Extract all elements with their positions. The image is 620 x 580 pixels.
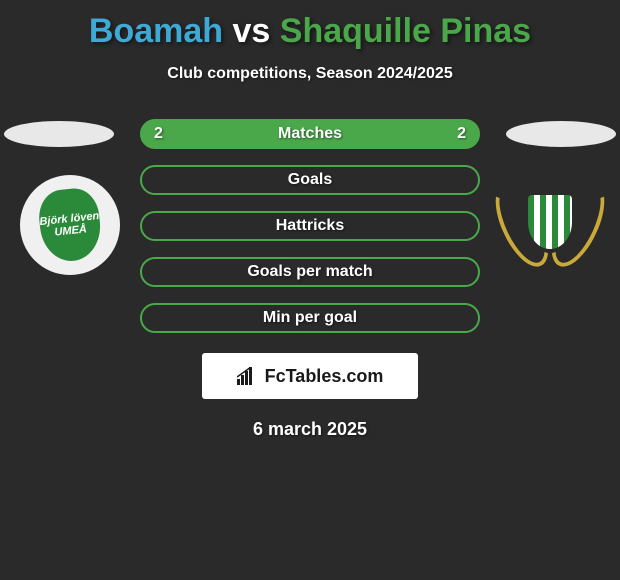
stats-container: 2 Matches 2 Goals Hattricks Goals per ma… — [140, 119, 480, 333]
stat-label: Min per goal — [263, 309, 357, 327]
brand-badge: FcTables.com — [202, 353, 418, 399]
stat-label: Goals per match — [247, 263, 372, 281]
player2-name: Shaquille Pinas — [280, 12, 531, 50]
page-title: Boamah vs Shaquille Pinas — [0, 0, 620, 51]
team2-logo — [500, 175, 600, 275]
stat-label: Goals — [288, 171, 332, 189]
team2-crest — [500, 175, 600, 275]
stat-label: Hattricks — [276, 217, 344, 235]
stat-row-goals: Goals — [140, 165, 480, 195]
shield-icon — [528, 195, 572, 249]
player2-ellipse — [506, 121, 616, 147]
team1-logo-text: Björk löven UMEÅ — [36, 186, 103, 264]
stat-row-matches: 2 Matches 2 — [140, 119, 480, 149]
vs-text: vs — [233, 12, 271, 50]
stat-label: Matches — [278, 125, 342, 143]
chart-icon — [237, 367, 259, 385]
stat-row-mpg: Min per goal — [140, 303, 480, 333]
comparison-area: Björk löven UMEÅ 2 Matches 2 Goals Hattr… — [0, 119, 620, 440]
date-text: 6 march 2025 — [0, 419, 620, 440]
brand-text: FcTables.com — [265, 366, 384, 387]
player1-name: Boamah — [89, 12, 223, 50]
stat-row-hattricks: Hattricks — [140, 211, 480, 241]
stat-left-value: 2 — [154, 125, 163, 143]
player1-ellipse — [4, 121, 114, 147]
team1-logo: Björk löven UMEÅ — [20, 175, 120, 275]
stat-right-value: 2 — [457, 125, 466, 143]
stat-row-gpm: Goals per match — [140, 257, 480, 287]
subtitle: Club competitions, Season 2024/2025 — [0, 65, 620, 83]
